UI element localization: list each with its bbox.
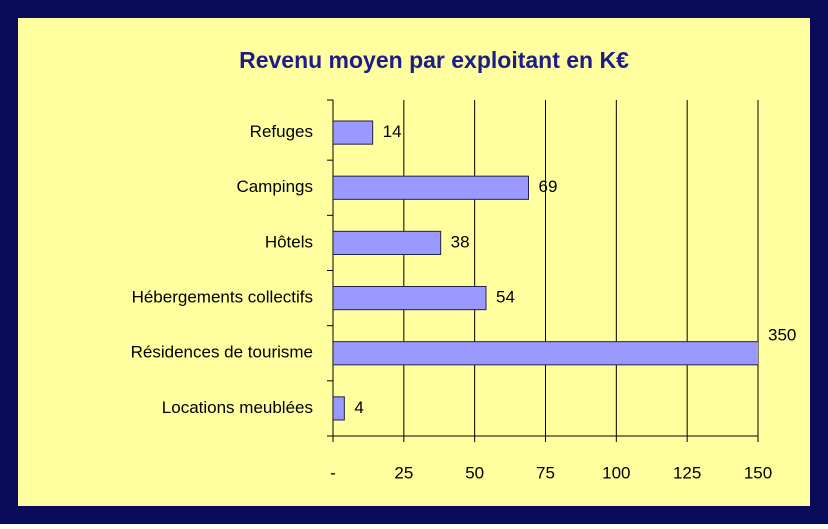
value-label: 4 bbox=[354, 398, 363, 417]
x-tick-label: - bbox=[330, 463, 336, 482]
value-label: 14 bbox=[383, 122, 402, 141]
y-tick-label: Hôtels bbox=[265, 232, 313, 251]
y-tick-label: Résidences de tourisme bbox=[131, 343, 313, 362]
x-tick-label: 100 bbox=[602, 463, 630, 482]
bar bbox=[333, 285, 487, 311]
value-label: 350 bbox=[768, 326, 796, 345]
chart-title: Revenu moyen par exploitant en K€ bbox=[239, 47, 629, 73]
bar bbox=[333, 341, 758, 366]
value-label: 38 bbox=[451, 232, 470, 251]
x-tick-label: 25 bbox=[394, 463, 413, 482]
panel bbox=[18, 18, 810, 506]
y-tick-label: Refuges bbox=[250, 122, 313, 141]
bar bbox=[333, 396, 345, 421]
x-tick-label: 150 bbox=[744, 463, 772, 482]
value-label: 69 bbox=[539, 177, 558, 196]
y-tick-label: Campings bbox=[236, 177, 313, 196]
y-tick-label: Locations meublées bbox=[162, 398, 313, 417]
y-tick-label: Hébergements collectifs bbox=[132, 288, 313, 307]
bar bbox=[333, 175, 529, 200]
x-tick-label: 75 bbox=[536, 463, 555, 482]
value-label: 54 bbox=[496, 288, 515, 307]
x-tick-label: 50 bbox=[465, 463, 484, 482]
x-tick-label: 125 bbox=[673, 463, 701, 482]
bar bbox=[333, 230, 442, 256]
bar bbox=[333, 120, 374, 145]
